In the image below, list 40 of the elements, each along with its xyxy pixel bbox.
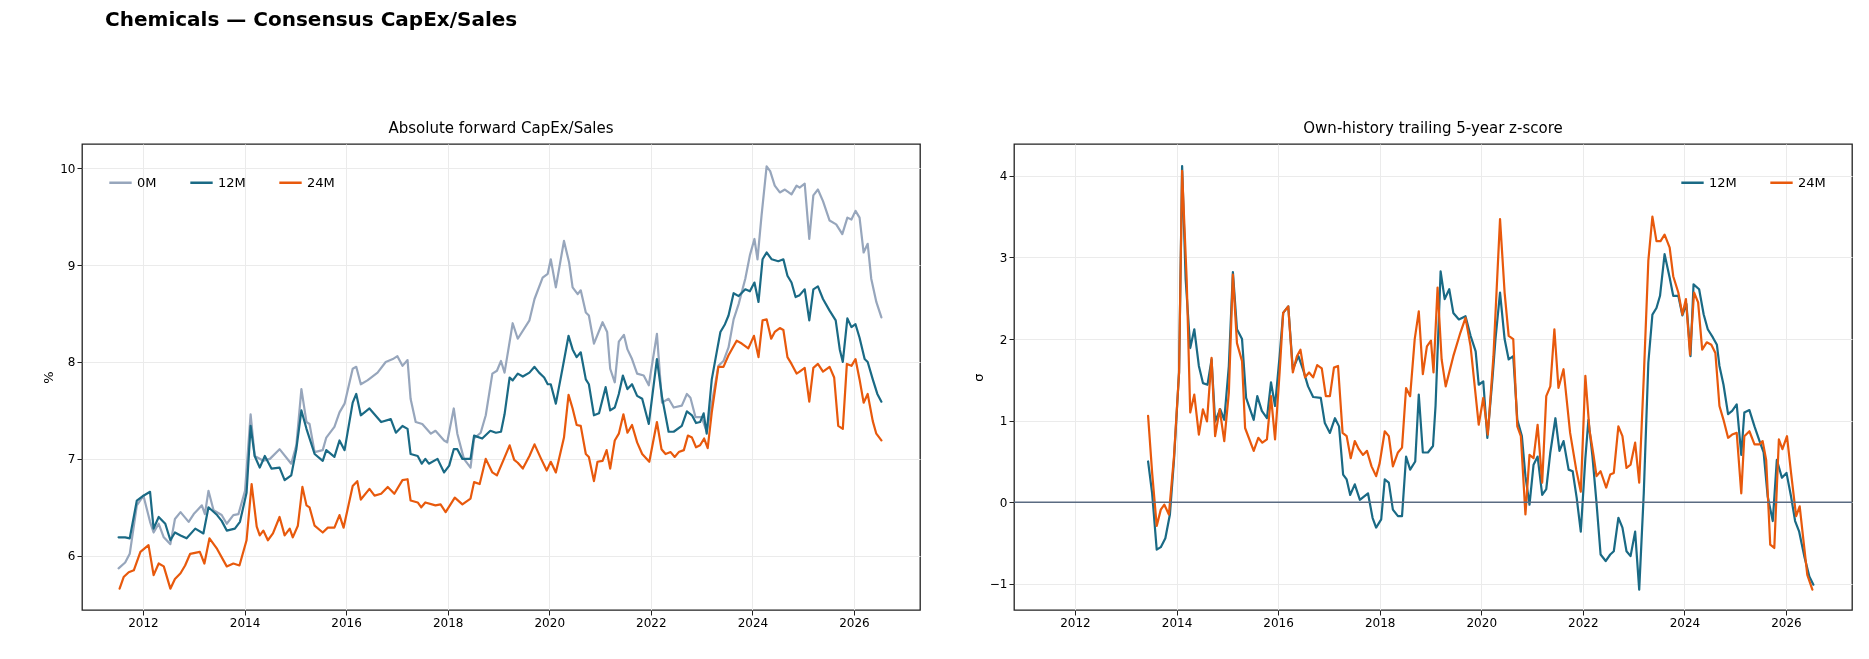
y-tick-label: 2 <box>999 332 1008 347</box>
y-tick-label: 9 <box>67 258 76 273</box>
text: Chemicals — Consensus CapEx/Sales <box>105 7 518 32</box>
x-tick-label: 2026 <box>1771 615 1802 630</box>
x-tick-label: 2016 <box>331 615 362 630</box>
y-tick-label: 6 <box>67 549 76 564</box>
x-tick-label: 2018 <box>1364 615 1396 630</box>
y-axis-title: % <box>41 371 57 384</box>
x-tick-label: 2024 <box>737 615 769 630</box>
x-tick-label: 2020 <box>534 615 566 630</box>
y-tick-label: 7 <box>67 452 76 467</box>
y-axis-title: σ <box>970 373 986 382</box>
legend-label: 24M <box>1798 174 1826 190</box>
x-tick-label: 2014 <box>1161 615 1193 630</box>
x-tick-label: 2012 <box>1060 615 1091 630</box>
line-series <box>118 318 883 590</box>
x-tick-label: 2018 <box>432 615 464 630</box>
x-tick-label: 2014 <box>229 615 261 630</box>
y-tick-label: 8 <box>67 355 76 370</box>
y-tick-label: −1 <box>989 577 1008 592</box>
x-tick-label: 2026 <box>839 615 870 630</box>
chart-title: Absolute forward CapEx/Sales <box>388 119 614 137</box>
x-tick-label: 2022 <box>636 615 667 630</box>
y-tick-label: 0 <box>999 495 1008 510</box>
x-tick-label: 2020 <box>1466 615 1498 630</box>
y-tick-label: 3 <box>999 250 1008 265</box>
legend-label: 24M <box>307 174 335 190</box>
y-tick-label: 10 <box>60 161 76 176</box>
x-tick-label: 2022 <box>1568 615 1599 630</box>
legend-label: 12M <box>1709 174 1737 190</box>
x-tick-label: 2024 <box>1669 615 1701 630</box>
x-tick-label: 2012 <box>128 615 159 630</box>
y-tick-label: 1 <box>999 414 1008 429</box>
x-tick-label: 2016 <box>1263 615 1294 630</box>
legend-label: 12M <box>218 174 246 190</box>
line-series <box>117 251 883 542</box>
chart-title: Own-history trailing 5-year z-score <box>1303 119 1563 137</box>
line-series <box>117 165 883 570</box>
y-tick-label: 4 <box>999 169 1008 184</box>
legend-label: 0M <box>137 174 157 190</box>
